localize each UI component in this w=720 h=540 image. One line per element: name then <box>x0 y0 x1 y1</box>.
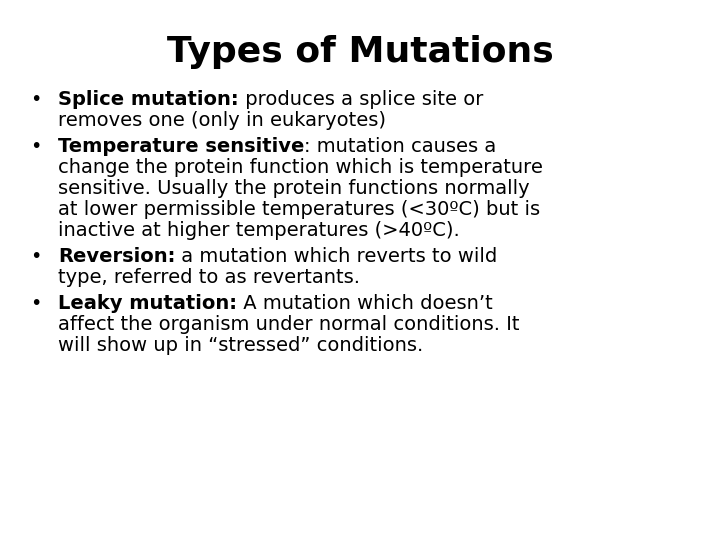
Text: A mutation which doesn’t: A mutation which doesn’t <box>237 294 492 313</box>
Text: sensitive. Usually the protein functions normally: sensitive. Usually the protein functions… <box>58 179 530 198</box>
Text: at lower permissible temperatures (<30ºC) but is: at lower permissible temperatures (<30ºC… <box>58 200 540 219</box>
Text: •: • <box>30 247 41 266</box>
Text: Types of Mutations: Types of Mutations <box>166 35 554 69</box>
Text: removes one (only in eukaryotes): removes one (only in eukaryotes) <box>58 111 386 130</box>
Text: a mutation which reverts to wild: a mutation which reverts to wild <box>176 247 498 266</box>
Text: Temperature sensitive: Temperature sensitive <box>58 137 305 156</box>
Text: produces a splice site or: produces a splice site or <box>238 90 483 109</box>
Text: : mutation causes a: : mutation causes a <box>305 137 497 156</box>
Text: •: • <box>30 294 41 313</box>
Text: inactive at higher temperatures (>40ºC).: inactive at higher temperatures (>40ºC). <box>58 221 460 240</box>
Text: will show up in “stressed” conditions.: will show up in “stressed” conditions. <box>58 336 423 355</box>
Text: affect the organism under normal conditions. It: affect the organism under normal conditi… <box>58 315 520 334</box>
Text: change the protein function which is temperature: change the protein function which is tem… <box>58 158 543 177</box>
Text: •: • <box>30 90 41 109</box>
Text: Leaky mutation:: Leaky mutation: <box>58 294 237 313</box>
Text: Reversion:: Reversion: <box>58 247 176 266</box>
Text: Splice mutation:: Splice mutation: <box>58 90 238 109</box>
Text: •: • <box>30 137 41 156</box>
Text: type, referred to as revertants.: type, referred to as revertants. <box>58 268 360 287</box>
